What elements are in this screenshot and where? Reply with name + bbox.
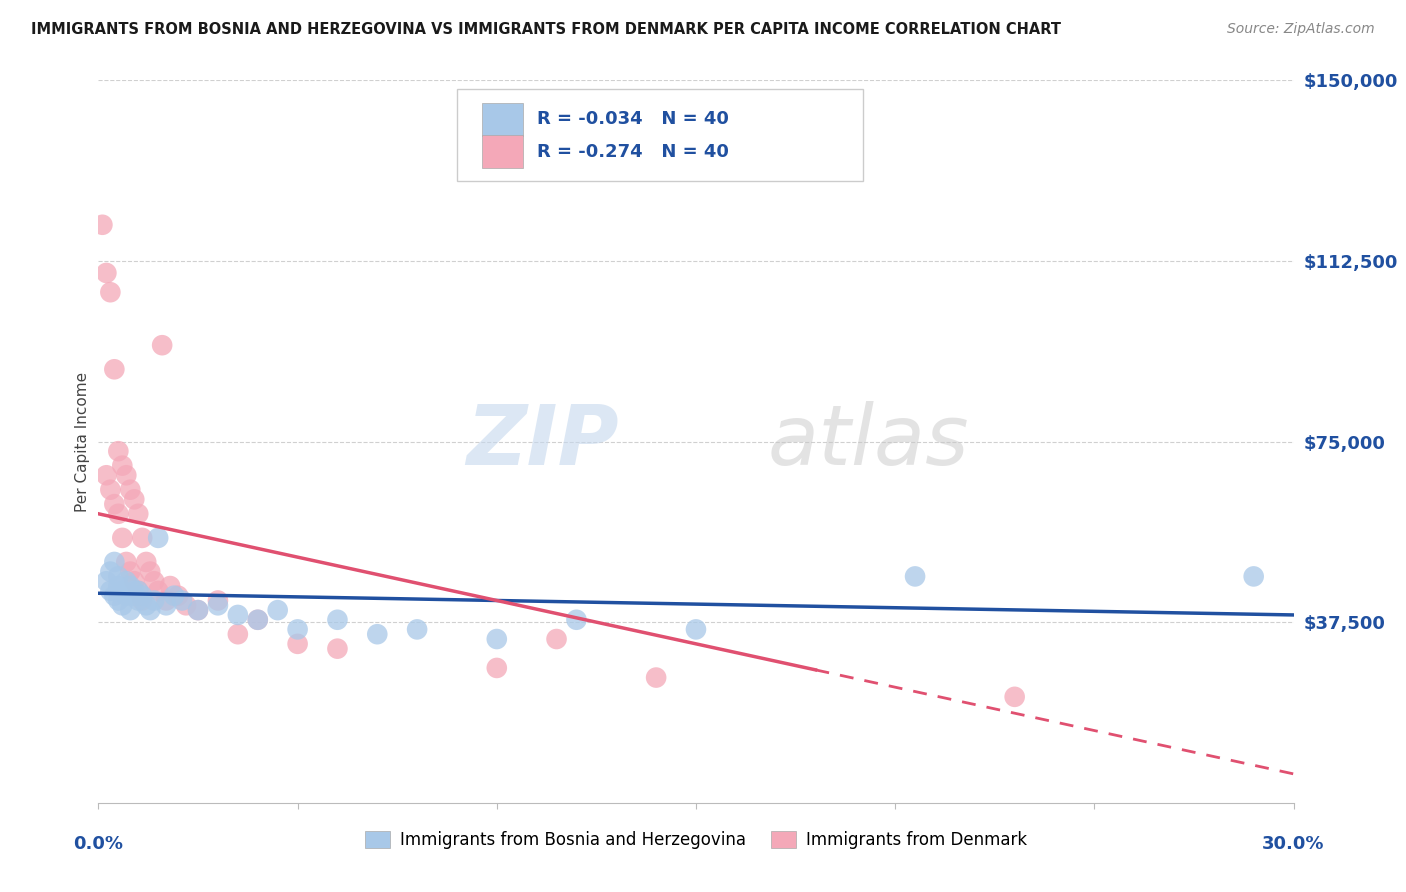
Point	[91, 218, 114, 232]
Point	[127, 583, 149, 598]
Point	[167, 589, 190, 603]
Point	[107, 579, 129, 593]
FancyBboxPatch shape	[457, 89, 863, 181]
Point	[287, 637, 309, 651]
Point	[131, 593, 153, 607]
Point	[187, 603, 209, 617]
Point	[148, 531, 170, 545]
Point	[103, 589, 125, 603]
Point	[127, 507, 149, 521]
Point	[103, 555, 125, 569]
Point	[127, 583, 149, 598]
Point	[187, 603, 209, 617]
Point	[107, 507, 129, 521]
Point	[326, 641, 349, 656]
Point	[485, 632, 508, 646]
Point	[172, 593, 194, 607]
Point	[124, 589, 146, 603]
Point	[226, 607, 249, 622]
Point	[96, 574, 118, 589]
Point	[135, 555, 157, 569]
Point	[485, 661, 508, 675]
Point	[96, 468, 118, 483]
Point	[150, 338, 173, 352]
Point	[1004, 690, 1026, 704]
Point	[406, 623, 429, 637]
Point	[115, 468, 138, 483]
Point	[685, 623, 707, 637]
Point	[645, 671, 668, 685]
Point	[1243, 569, 1265, 583]
Point	[111, 599, 134, 613]
Point	[287, 623, 309, 637]
Point	[159, 579, 181, 593]
Point	[207, 599, 229, 613]
Point	[565, 613, 588, 627]
Point	[366, 627, 388, 641]
Text: Source: ZipAtlas.com: Source: ZipAtlas.com	[1227, 22, 1375, 37]
Point	[207, 593, 229, 607]
Point	[107, 593, 129, 607]
Point	[120, 483, 142, 497]
Point	[326, 613, 349, 627]
Text: 0.0%: 0.0%	[73, 835, 124, 854]
Point	[143, 593, 166, 607]
Y-axis label: Per Capita Income: Per Capita Income	[75, 371, 90, 512]
FancyBboxPatch shape	[482, 136, 523, 169]
Point	[98, 285, 122, 300]
Legend: Immigrants from Bosnia and Herzegovina, Immigrants from Denmark: Immigrants from Bosnia and Herzegovina, …	[359, 824, 1033, 856]
Point	[103, 362, 125, 376]
Point	[135, 599, 157, 613]
FancyBboxPatch shape	[482, 103, 523, 136]
Point	[904, 569, 927, 583]
Point	[120, 565, 142, 579]
Point	[139, 603, 162, 617]
Point	[124, 583, 146, 598]
Point	[127, 593, 149, 607]
Point	[174, 599, 197, 613]
Point	[155, 599, 177, 613]
Point	[546, 632, 568, 646]
Point	[115, 555, 138, 569]
Text: IMMIGRANTS FROM BOSNIA AND HERZEGOVINA VS IMMIGRANTS FROM DENMARK PER CAPITA INC: IMMIGRANTS FROM BOSNIA AND HERZEGOVINA V…	[31, 22, 1062, 37]
Text: 30.0%: 30.0%	[1263, 835, 1324, 854]
Point	[148, 583, 170, 598]
Point	[124, 492, 146, 507]
Point	[120, 579, 142, 593]
Point	[131, 531, 153, 545]
Point	[98, 565, 122, 579]
Point	[115, 589, 138, 603]
Point	[107, 444, 129, 458]
Point	[246, 613, 269, 627]
Point	[139, 565, 162, 579]
Point	[107, 569, 129, 583]
Point	[98, 583, 122, 598]
Text: R = -0.274   N = 40: R = -0.274 N = 40	[537, 143, 728, 161]
Point	[115, 574, 138, 589]
Point	[103, 497, 125, 511]
Point	[111, 458, 134, 473]
Point	[267, 603, 290, 617]
Text: atlas: atlas	[768, 401, 969, 482]
Point	[111, 531, 134, 545]
Point	[96, 266, 118, 280]
Text: R = -0.034   N = 40: R = -0.034 N = 40	[537, 111, 728, 128]
Point	[120, 603, 142, 617]
Point	[124, 574, 146, 589]
Point	[163, 589, 186, 603]
Point	[98, 483, 122, 497]
Point	[226, 627, 249, 641]
Point	[143, 574, 166, 589]
Point	[111, 583, 134, 598]
Text: ZIP: ZIP	[465, 401, 619, 482]
Point	[246, 613, 269, 627]
Point	[131, 589, 153, 603]
Point	[155, 593, 177, 607]
